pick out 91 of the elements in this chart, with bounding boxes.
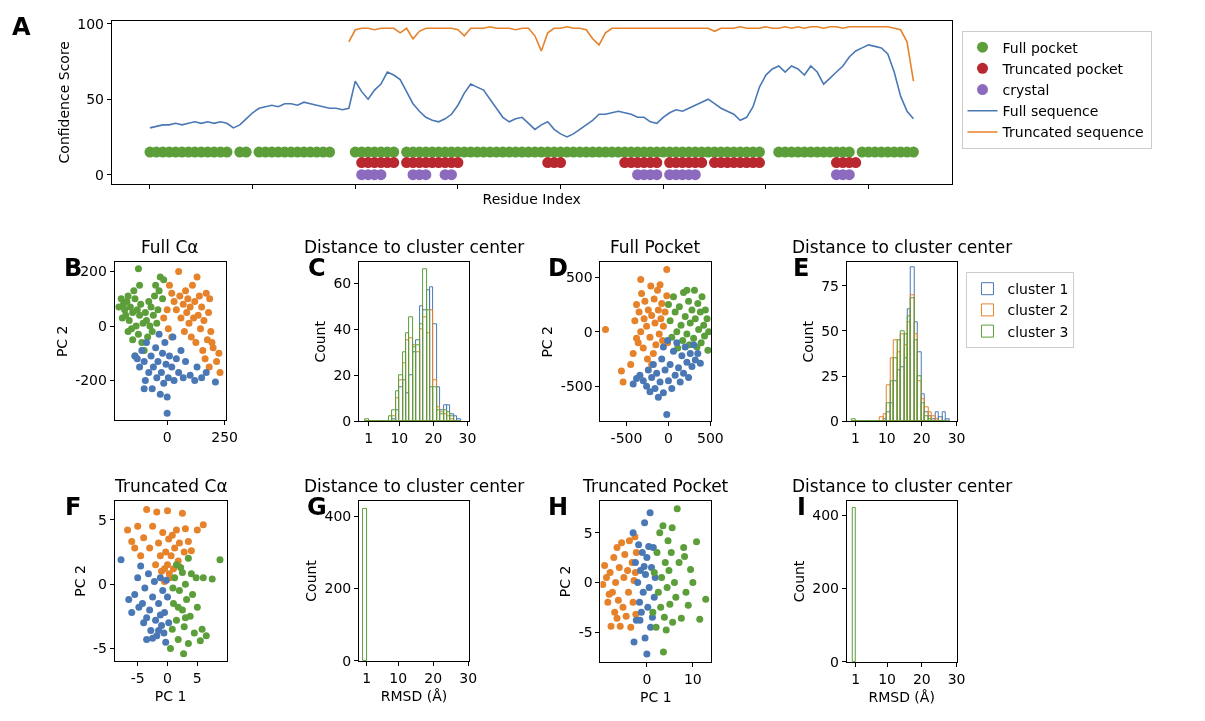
x-tick-label: 30 [459, 669, 478, 686]
x-tick-label: 10 [878, 670, 896, 687]
y-tick-label: 100 [77, 15, 104, 32]
legend-label: cluster 3 [1007, 323, 1069, 340]
y-axis-title: PC 2 [53, 325, 70, 358]
text: D [548, 254, 568, 282]
chart-title: Truncated Cα [114, 476, 228, 496]
y-axis-title: Confidence Score [55, 41, 72, 164]
text: C [308, 254, 326, 282]
y-tick-label: 0 [830, 413, 839, 430]
y-tick-label: 75 [821, 277, 839, 294]
text: E [793, 254, 810, 282]
legend-label: cluster 1 [1007, 281, 1069, 298]
legend-label: crystal [1002, 81, 1050, 98]
y-axis-title: PC 2 [557, 565, 574, 598]
x-tick-label: 10 [877, 430, 896, 447]
legend-label: cluster 2 [1007, 302, 1069, 319]
y-axis-title: Count [790, 560, 807, 603]
y-tick-label: 40 [333, 321, 352, 338]
x-tick-label: 1 [851, 430, 860, 447]
text: H [548, 493, 569, 521]
legend-label: Full sequence [1002, 103, 1099, 120]
x-axis-title: PC 1 [640, 689, 672, 706]
y-tick-label: -5 [578, 624, 593, 641]
legend-label: Truncated pocket [1001, 60, 1124, 77]
text: A [12, 13, 31, 41]
chart-title: Distance to cluster center [792, 237, 1013, 257]
x-tick-label: 10 [389, 669, 408, 686]
y-tick-label: 0 [583, 574, 593, 591]
y-axis-title: Count [312, 320, 329, 363]
x-tick-label: 30 [947, 670, 966, 687]
y-tick-label: 400 [812, 507, 839, 524]
y-tick-label: -200 [75, 372, 107, 389]
x-tick-label: 500 [697, 430, 724, 447]
text: F [65, 493, 82, 521]
chart-title: Distance to cluster center [304, 476, 525, 496]
legend-label: Truncated sequence [1001, 124, 1144, 141]
x-tick-label: 20 [912, 670, 931, 687]
y-axis-title: Count [303, 559, 320, 602]
x-tick-label: 20 [424, 430, 443, 447]
x-tick-label: 5 [192, 669, 202, 686]
y-tick-label: -500 [560, 378, 593, 395]
x-tick-label: 250 [211, 429, 238, 446]
x-tick-label: 30 [947, 430, 966, 447]
x-tick-label: 20 [912, 430, 931, 447]
y-tick-label: 0 [830, 653, 839, 670]
y-tick-label: 25 [821, 368, 839, 385]
text: I [797, 493, 806, 521]
x-tick-label: 0 [162, 429, 172, 446]
y-tick-label: 200 [80, 263, 107, 280]
chart-title: Full Pocket [610, 237, 701, 257]
y-tick-label: 0 [342, 652, 352, 669]
x-axis-title: PC 1 [154, 688, 187, 705]
x-axis-title: Residue Index [482, 191, 581, 208]
x-axis-title: RMSD (Å) [380, 688, 448, 705]
y-tick-label: 0 [342, 413, 352, 430]
y-axis-title: PC 2 [71, 565, 88, 597]
y-tick-label: 200 [812, 580, 839, 597]
y-tick-label: 50 [86, 91, 104, 108]
y-tick-label: 200 [324, 580, 352, 597]
x-tick-label: 10 [390, 430, 409, 447]
y-tick-label: 60 [333, 274, 352, 291]
x-tick-label: 1 [851, 670, 861, 687]
x-tick-label: 30 [458, 430, 477, 447]
y-axis-title: Count [799, 320, 816, 363]
x-tick-label: -500 [610, 430, 643, 447]
legend-label: Full pocket [1002, 39, 1079, 56]
x-axis-title: RMSD (Å) [868, 689, 935, 706]
x-tick-label: -5 [130, 669, 145, 686]
y-tick-label: -5 [92, 640, 107, 657]
x-tick-label: 0 [642, 670, 652, 687]
x-tick-label: 20 [424, 669, 443, 686]
x-tick-label: 10 [683, 670, 702, 687]
chart-title: Full Cα [141, 237, 199, 257]
y-tick-label: 50 [821, 322, 839, 339]
y-tick-label: 5 [98, 511, 107, 528]
chart-title: Distance to cluster center [304, 237, 525, 257]
x-tick-label: 0 [163, 669, 172, 686]
y-tick-label: 400 [324, 508, 352, 524]
y-tick-label: 0 [98, 576, 107, 593]
x-tick-label: 0 [663, 430, 673, 447]
chart-title: Truncated Pocket [582, 476, 729, 496]
x-tick-label: 1 [362, 669, 372, 686]
y-tick-label: 0 [98, 317, 107, 334]
y-tick-label: 0 [583, 323, 593, 340]
y-tick-label: 20 [333, 367, 352, 384]
y-tick-label: 5 [583, 524, 593, 541]
y-tick-label: 0 [95, 166, 104, 183]
y-axis-title: PC 2 [539, 326, 556, 358]
x-tick-label: 1 [364, 430, 374, 447]
chart-title: Distance to cluster center [792, 476, 1013, 496]
